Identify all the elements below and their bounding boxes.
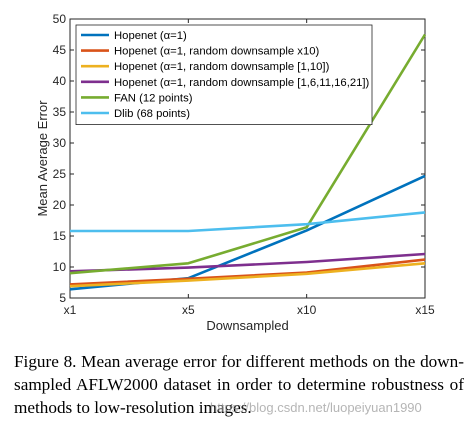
y-axis-ticks: 5 10 15 20 25 30 35 40 45 50 (53, 12, 425, 305)
series-line-4 (69, 33, 427, 275)
watermark: https://blog.csdn.net/luopeiyuan1990 (210, 400, 422, 415)
legend-entry: FAN (12 points) (114, 92, 193, 104)
series-lines (69, 33, 427, 291)
y-tick-label: 45 (53, 43, 67, 57)
legend-entry: Hopenet (α=1, random downsample [1,10]) (114, 61, 330, 73)
line-chart: 5 10 15 20 25 30 35 40 45 50 x1 x5 x10 x15 Hopenet (… (35, 12, 435, 333)
series-line-5 (70, 211, 426, 233)
legend-entry: Dlib (68 points) (114, 108, 190, 120)
x-tick-label: x1 (64, 303, 77, 317)
y-tick-label: 40 (53, 74, 67, 88)
legend-entry: Hopenet (α=1) (114, 30, 187, 42)
legend-entry: Hopenet (α=1, random downsample [1,6,11,… (114, 77, 370, 89)
y-tick-label: 5 (59, 291, 66, 305)
legend: Hopenet (α=1) Hopenet (α=1, random downsa… (75, 24, 373, 125)
x-axis-ticks: x1 x5 x10 x15 (64, 19, 435, 317)
legend-entry: Hopenet (α=1, random downsample x10) (114, 46, 320, 58)
y-tick-label: 30 (53, 136, 67, 150)
x-axis-title: Downsampled (206, 318, 288, 333)
y-tick-label: 50 (53, 12, 67, 26)
series-line-2 (69, 262, 426, 288)
legend-box (75, 24, 373, 125)
x-tick-label: x10 (297, 303, 317, 317)
x-tick-label: x5 (182, 303, 195, 317)
y-tick-label: 35 (53, 105, 67, 119)
series-line-1 (69, 258, 426, 286)
x-tick-label: x15 (415, 303, 435, 317)
y-tick-label: 25 (53, 167, 67, 181)
y-tick-label: 10 (53, 260, 67, 274)
figure-caption: Figure 8. Mean average error for differe… (14, 352, 464, 417)
y-axis-title: Mean Average Error (35, 100, 50, 217)
y-tick-label: 20 (53, 198, 67, 212)
y-tick-label: 15 (53, 229, 67, 243)
